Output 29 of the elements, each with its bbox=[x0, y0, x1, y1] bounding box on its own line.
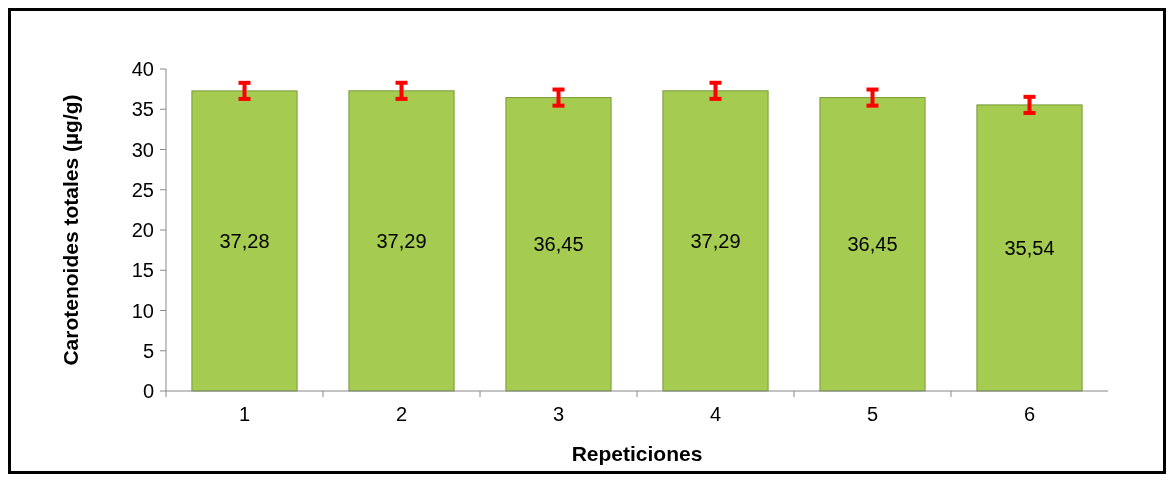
y-tick-label: 5 bbox=[142, 339, 154, 362]
y-tick-label: 40 bbox=[131, 58, 154, 80]
data-label: 36,45 bbox=[847, 233, 898, 256]
x-tick-label: 2 bbox=[395, 403, 408, 425]
bar bbox=[191, 90, 298, 392]
bar bbox=[976, 104, 1083, 392]
bar bbox=[505, 97, 612, 392]
y-axis-title: Carotenoides totales (µg/g) bbox=[59, 94, 82, 366]
data-label: 37,29 bbox=[690, 229, 741, 252]
y-tick-label: 15 bbox=[131, 259, 154, 282]
data-label: 35,54 bbox=[1004, 236, 1055, 259]
bar bbox=[348, 90, 455, 392]
data-label: 36,45 bbox=[533, 233, 584, 256]
x-tick-label: 3 bbox=[552, 403, 565, 425]
data-label: 37,28 bbox=[219, 229, 270, 252]
y-tick-label: 0 bbox=[142, 380, 154, 402]
x-tick-label: 4 bbox=[709, 403, 722, 425]
x-tick-label: 5 bbox=[866, 403, 879, 425]
data-label: 37,29 bbox=[376, 229, 427, 252]
y-tick-label: 30 bbox=[131, 138, 154, 161]
y-tick-label: 10 bbox=[131, 299, 154, 322]
bar bbox=[819, 97, 926, 392]
x-tick-label: 6 bbox=[1023, 403, 1036, 425]
y-tick-label: 20 bbox=[131, 219, 154, 241]
y-tick-label: 35 bbox=[131, 98, 154, 121]
x-tick-label: 1 bbox=[238, 403, 251, 425]
x-axis-title: Repeticiones bbox=[571, 442, 703, 465]
bar bbox=[662, 90, 769, 392]
y-tick-label: 25 bbox=[131, 178, 154, 201]
